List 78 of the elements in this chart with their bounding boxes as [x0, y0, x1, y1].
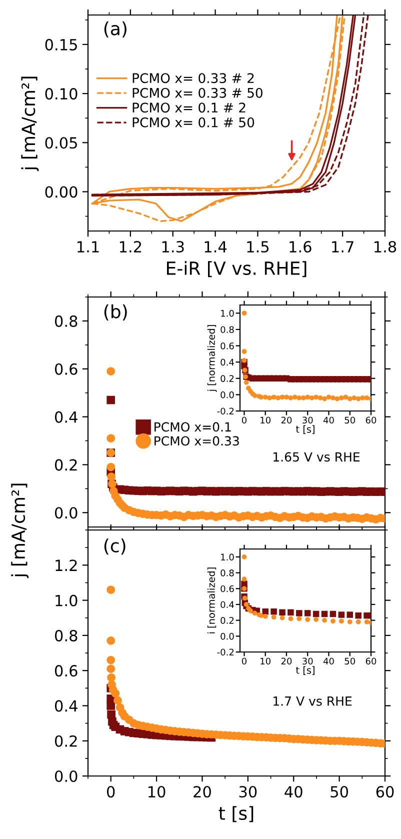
y-tick-label: 0.6 — [220, 585, 234, 592]
y-tick-label: 0.05 — [45, 137, 77, 149]
x-tick-label: 40 — [323, 416, 334, 424]
x-axis-title: t [s] — [296, 666, 314, 675]
x-tick-label: 40 — [323, 658, 334, 665]
x-tick-label: 0 — [242, 416, 246, 424]
y-tick-label: 0.4 — [54, 700, 78, 712]
x-tick-label: 20 — [194, 786, 211, 798]
x-tick-label: 20 — [281, 658, 292, 665]
x-tick-label: 10 — [148, 786, 166, 798]
y-tick-label: 0.2 — [220, 617, 234, 624]
legend-label: PCMO x= 0.33 # 2 — [132, 73, 254, 84]
annotation: (a) — [104, 21, 126, 38]
x-tick-label: 10 — [260, 658, 270, 665]
x-axis-title: E-iR [V vs. RHE] — [167, 261, 306, 278]
x-tick-label: 30 — [239, 786, 257, 798]
x-tick-label: 1.6 — [290, 240, 312, 253]
y-tick-label: 0.6 — [54, 363, 78, 375]
y-tick-label: 0.0 — [220, 391, 234, 398]
x-tick-label: 40 — [284, 786, 302, 798]
x-tick-label: 10 — [260, 416, 270, 424]
x-tick-label: 1.1 — [78, 241, 99, 252]
y-tick-label: 0.6 — [54, 665, 78, 677]
y-axis-title: i [normalized] — [207, 568, 216, 634]
y-tick-label: 0.0 — [54, 770, 78, 782]
y-tick-label: 0.8 — [220, 326, 234, 334]
y-tick-label: 0.2 — [54, 459, 77, 471]
x-tick-label: 1.4 — [204, 241, 227, 252]
legend-label: PCMO x= 0.33 # 50 — [132, 88, 262, 98]
x-tick-label: 1.8 — [374, 240, 396, 253]
annotation: (b) — [104, 304, 127, 320]
y-axis-title: j [mA/cm²] — [11, 484, 29, 578]
x-tick-label: 60 — [366, 658, 376, 665]
y-tick-label: 0.10 — [45, 88, 78, 100]
y-tick-label: 0.4 — [54, 411, 78, 423]
y-tick-label: -0.2 — [217, 648, 234, 656]
y-tick-label: 1.0 — [221, 310, 234, 317]
y-tick-label: 0.8 — [220, 570, 234, 576]
y-tick-label: 0.8 — [54, 630, 78, 642]
y-tick-label: 0.15 — [45, 38, 77, 50]
x-tick-label: 30 — [302, 416, 313, 424]
legend-label: PCMO x= 0.1 # 2 — [132, 102, 246, 113]
y-axis-title: j [normalized] — [207, 325, 217, 392]
y-tick-label: -0.2 — [217, 408, 234, 415]
y-tick-label: 1.2 — [56, 560, 77, 571]
y-tick-label: 1.0 — [221, 554, 234, 560]
x-tick-label: 1.7 — [332, 241, 354, 252]
annotation: 1.7 V vs RHE — [274, 696, 352, 706]
y-tick-label: 1.0 — [56, 594, 78, 606]
y-tick-label: 0.6 — [220, 342, 234, 350]
y-tick-label: 0.2 — [220, 375, 234, 382]
legend-label: PCMO x=0.1 — [154, 422, 231, 432]
y-tick-label: 0.00 — [45, 186, 78, 198]
x-tick-label: 1.3 — [162, 240, 184, 253]
x-tick-label: 50 — [344, 658, 356, 665]
x-tick-label: 20 — [281, 416, 292, 424]
x-tick-label: 1.2 — [120, 240, 142, 252]
x-tick-label: 60 — [376, 786, 394, 798]
y-tick-label: 0.8 — [54, 315, 78, 327]
x-tick-label: 50 — [330, 786, 348, 798]
x-tick-label: 30 — [302, 658, 313, 665]
legend-label: PCMO x= 0.1 # 50 — [132, 117, 254, 128]
x-tick-label: 60 — [366, 416, 376, 424]
annotation: (c) — [104, 538, 126, 555]
y-tick-label: 0.0 — [220, 632, 234, 640]
x-tick-label: 0 — [242, 658, 246, 665]
x-axis-title: t [s] — [296, 425, 314, 434]
y-tick-label: 0.4 — [220, 358, 234, 366]
y-tick-label: 0.2 — [54, 735, 77, 747]
y-tick-label: 0.0 — [54, 507, 78, 519]
x-axis-title: t [s] — [218, 806, 254, 822]
x-tick-label: 50 — [344, 416, 356, 424]
y-axis-title: j [mA/cm²] — [21, 76, 39, 172]
annotation: 1.65 V vs RHE — [274, 452, 360, 462]
y-tick-label: 0.4 — [220, 601, 234, 608]
x-tick-label: 0 — [106, 786, 115, 798]
x-tick-label: 1.5 — [247, 241, 269, 253]
legend-label: PCMO x=0.33 — [154, 436, 239, 446]
